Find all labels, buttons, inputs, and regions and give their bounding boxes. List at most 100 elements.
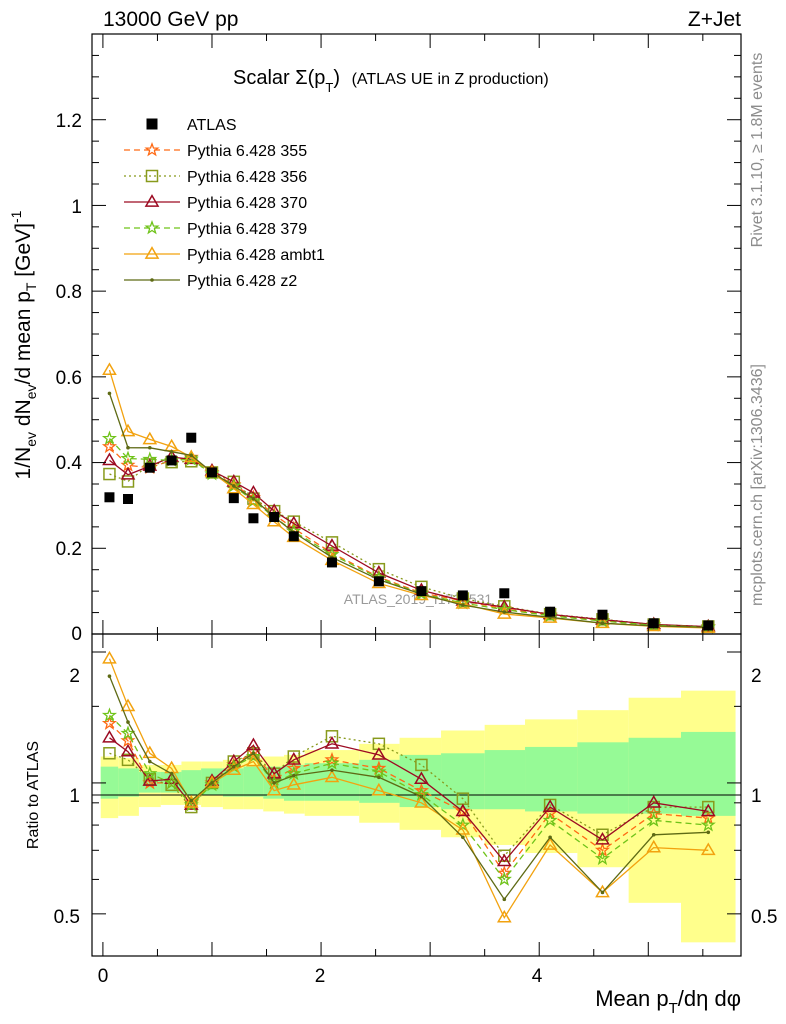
data-point bbox=[286, 760, 302, 775]
data-point bbox=[324, 736, 340, 749]
legend-entry: Pythia 6.428 z2 bbox=[124, 273, 297, 290]
data-point bbox=[186, 432, 197, 443]
data-point bbox=[121, 475, 135, 488]
data-point bbox=[150, 278, 154, 282]
data-point bbox=[457, 590, 468, 601]
ratio-plot-marks bbox=[101, 650, 716, 923]
data-point bbox=[102, 650, 117, 664]
data-point bbox=[414, 771, 429, 785]
data-point bbox=[597, 609, 608, 620]
legend-entry: Pythia 6.428 356 bbox=[124, 169, 307, 186]
data-point bbox=[706, 830, 711, 835]
header-left-label: 13000 GeV pp bbox=[103, 8, 238, 31]
data-point bbox=[272, 781, 276, 785]
band-inner-bin bbox=[681, 731, 736, 816]
data-point bbox=[104, 492, 115, 503]
data-point bbox=[646, 812, 662, 827]
y-tick-label-0.6: 0.6 bbox=[56, 368, 82, 389]
data-point bbox=[542, 837, 558, 850]
data-point bbox=[142, 765, 158, 781]
data-point bbox=[144, 194, 160, 207]
data-point bbox=[499, 588, 510, 599]
mcplots-label: mcplots.cern.ch [arXiv:1306.3436] bbox=[749, 364, 766, 606]
axis-ticks bbox=[92, 33, 741, 956]
legend-label: Pythia 6.428 z2 bbox=[187, 273, 297, 290]
data-point bbox=[246, 753, 261, 767]
data-point bbox=[101, 707, 118, 722]
data-point bbox=[148, 759, 152, 764]
data-point bbox=[455, 822, 471, 835]
plot-title-sub: T bbox=[325, 80, 333, 95]
x-tick-label-2: 2 bbox=[315, 966, 326, 987]
legend-entry: Pythia 6.428 355 bbox=[124, 142, 307, 160]
data-point bbox=[126, 720, 130, 724]
data-point bbox=[413, 782, 430, 798]
data-point bbox=[595, 615, 610, 629]
data-point bbox=[183, 797, 199, 810]
ratio-tick-label-1-right: 1 bbox=[751, 786, 762, 807]
band-inner-bin bbox=[525, 746, 578, 812]
ratio-tick-label-1-left: 1 bbox=[69, 786, 80, 807]
legend-label: Pythia 6.428 370 bbox=[187, 195, 307, 212]
data-point bbox=[703, 620, 714, 631]
data-point bbox=[286, 777, 302, 790]
data-point bbox=[248, 513, 259, 524]
data-point bbox=[251, 751, 256, 756]
data-point bbox=[324, 769, 340, 783]
data-point bbox=[183, 449, 199, 463]
legend-label: Pythia 6.428 ambt1 bbox=[187, 247, 325, 264]
data-point bbox=[120, 450, 136, 465]
y-tick-label-0.2: 0.2 bbox=[56, 539, 82, 560]
data-point bbox=[246, 496, 261, 510]
legend-entry: ATLAS bbox=[146, 117, 237, 134]
data-point bbox=[120, 423, 136, 437]
data-point bbox=[228, 493, 239, 504]
data-point bbox=[288, 531, 299, 542]
band-inner-bin bbox=[243, 766, 264, 797]
rivet-version-label: Rivet 3.1.10, ≥ 1.8M events bbox=[749, 53, 766, 248]
data-point bbox=[416, 586, 427, 597]
data-point bbox=[455, 596, 471, 609]
data-point bbox=[102, 452, 117, 466]
band-inner-bin bbox=[484, 750, 526, 810]
ratio-tick-label-0.5-right: 0.5 bbox=[751, 907, 777, 928]
data-point bbox=[101, 438, 118, 454]
data-point bbox=[144, 220, 160, 235]
data-point bbox=[101, 430, 118, 445]
data-point bbox=[455, 803, 471, 818]
data-point bbox=[266, 782, 282, 796]
data-point bbox=[146, 118, 158, 130]
band-inner-bin bbox=[100, 766, 119, 799]
data-point bbox=[461, 835, 465, 840]
data-point bbox=[126, 445, 130, 450]
data-point bbox=[502, 610, 507, 614]
data-point bbox=[371, 760, 387, 775]
data-point bbox=[251, 496, 256, 501]
data-point bbox=[145, 169, 159, 183]
y-axis-title: 1/Nev dNev/d mean pT [GeV]-1 bbox=[8, 210, 39, 479]
data-point bbox=[414, 795, 429, 808]
data-point bbox=[594, 850, 611, 866]
data-point bbox=[122, 494, 133, 504]
ratio-tick-label-0.5-left: 0.5 bbox=[54, 907, 80, 928]
data-point bbox=[120, 466, 136, 480]
data-point bbox=[169, 449, 174, 454]
data-point bbox=[120, 698, 136, 712]
data-point bbox=[326, 557, 337, 568]
legend-label: Pythia 6.428 355 bbox=[187, 143, 307, 160]
data-point bbox=[120, 743, 136, 757]
ratio-axis-title: Ratio to ATLAS bbox=[25, 741, 42, 849]
data-point bbox=[245, 492, 262, 508]
band-inner-bin bbox=[441, 753, 485, 810]
data-point bbox=[102, 362, 117, 376]
data-point bbox=[166, 455, 177, 466]
data-point bbox=[371, 782, 387, 796]
legend-entry: Pythia 6.428 ambt1 bbox=[124, 246, 325, 264]
data-point bbox=[142, 451, 158, 466]
band-inner-bin bbox=[118, 768, 139, 797]
data-point bbox=[702, 800, 715, 814]
header-right-label: Z+Jet bbox=[688, 8, 741, 31]
data-point bbox=[144, 462, 155, 473]
legend-label: Pythia 6.428 379 bbox=[187, 221, 307, 238]
